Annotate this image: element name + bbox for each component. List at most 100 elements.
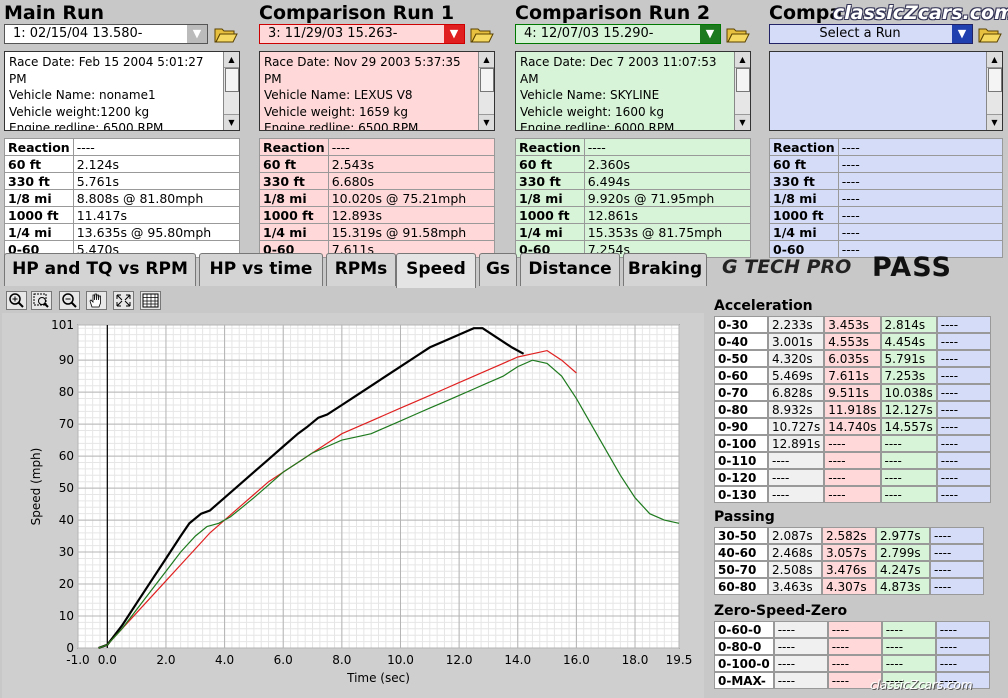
row-label: 0-100 xyxy=(714,435,768,452)
cell-value: 10.727s xyxy=(768,418,825,435)
cell-value: ---- xyxy=(936,452,991,469)
scroll-down-icon[interactable]: ▼ xyxy=(987,114,1002,130)
comparison-run-2-stats-table: Reaction ---- 60 ft 2.360s 330 ft 6.494s 1/8 m… xyxy=(515,138,752,258)
hand-pan-icon[interactable] xyxy=(86,291,107,310)
cell-value: ---- xyxy=(936,333,991,350)
stats-label: Reaction xyxy=(769,138,839,156)
table-row: 0-50 4.320s 6.035s 5.791s ---- xyxy=(714,350,991,367)
folder-open-icon[interactable] xyxy=(978,26,1002,43)
stats-row: Reaction ---- xyxy=(515,138,752,156)
comparison-run-1-selector[interactable]: 3: 11/29/03 15.263- ▼ xyxy=(259,24,465,44)
cell-value: ---- xyxy=(936,401,991,418)
scroll-down-icon[interactable]: ▼ xyxy=(735,114,750,130)
cell-value: ---- xyxy=(768,486,825,503)
scrollbar[interactable]: ▲ ▼ xyxy=(986,52,1002,130)
table-row: 0-60-0 ---- ---- ---- ---- xyxy=(714,621,990,638)
chevron-down-icon[interactable]: ▼ xyxy=(700,25,720,43)
cell-value: ---- xyxy=(930,544,984,561)
scrollbar[interactable]: ▲ ▼ xyxy=(478,52,494,130)
cell-value: 7.253s xyxy=(880,367,937,384)
main-run-heading: Main Run xyxy=(4,2,105,24)
stats-label: 330 ft xyxy=(4,172,74,190)
stats-label: 1/4 mi xyxy=(769,223,839,241)
scroll-thumb[interactable] xyxy=(736,68,750,92)
grid-icon[interactable] xyxy=(140,291,161,310)
cell-value: ---- xyxy=(824,452,881,469)
tab-braking[interactable]: Braking xyxy=(623,253,707,286)
tab-hp-tq-vs-rpm[interactable]: HP and TQ vs RPM xyxy=(4,253,196,286)
x-tick-label: 18.0 xyxy=(622,653,649,667)
scrollbar[interactable]: ▲ ▼ xyxy=(734,52,750,130)
stats-value: 11.417s xyxy=(72,206,241,224)
cell-value: ---- xyxy=(935,621,990,638)
tab-distance[interactable]: Distance xyxy=(520,253,620,286)
stats-label: 1/8 mi xyxy=(769,189,839,207)
stats-label: Reaction xyxy=(515,138,585,156)
cell-value: ---- xyxy=(936,367,991,384)
cell-value: ---- xyxy=(827,621,882,638)
scroll-up-icon[interactable]: ▲ xyxy=(735,52,750,68)
stats-row: 0-60 ---- xyxy=(769,240,1004,258)
scroll-up-icon[interactable]: ▲ xyxy=(987,52,1002,68)
cell-value: ---- xyxy=(824,435,881,452)
scroll-down-icon[interactable]: ▼ xyxy=(479,114,494,130)
cell-value: 3.057s xyxy=(822,544,876,561)
tab-rpms[interactable]: RPMs xyxy=(326,253,396,286)
cell-value: ---- xyxy=(930,561,984,578)
folder-open-icon[interactable] xyxy=(470,26,494,43)
zoom-in-icon[interactable] xyxy=(6,291,27,310)
cell-value: ---- xyxy=(880,435,937,452)
comparison-run-2-selector[interactable]: 4: 12/07/03 15.290- ▼ xyxy=(515,24,721,44)
cell-value: ---- xyxy=(768,452,825,469)
scroll-thumb[interactable] xyxy=(988,68,1002,92)
main-run-info: Race Date: Feb 15 2004 5:01:27 PM Vehicl… xyxy=(4,51,240,131)
row-label: 0-110 xyxy=(714,452,768,469)
info-line: Engine redline: 6000 RPM xyxy=(520,121,675,131)
table-row: 0-30 2.233s 3.453s 2.814s ---- xyxy=(714,316,991,333)
scroll-up-icon[interactable]: ▲ xyxy=(224,52,239,68)
cell-value: 11.918s xyxy=(824,401,881,418)
cell-value: 4.454s xyxy=(880,333,937,350)
comparison-run-3-selector[interactable]: Select a Run ▼ xyxy=(769,24,973,44)
folder-open-icon[interactable] xyxy=(214,26,238,43)
chevron-down-icon[interactable]: ▼ xyxy=(187,25,207,43)
x-tick-label: 14.0 xyxy=(504,653,531,667)
cell-value: ---- xyxy=(936,418,991,435)
info-line: Vehicle Name: noname1 xyxy=(9,88,156,102)
fit-icon[interactable] xyxy=(113,291,134,310)
cell-value: ---- xyxy=(827,638,882,655)
scroll-up-icon[interactable]: ▲ xyxy=(479,52,494,68)
stats-row: 1/8 mi 10.020s @ 75.21mph xyxy=(259,189,496,207)
tab-speed[interactable]: Speed xyxy=(396,253,476,288)
scroll-down-icon[interactable]: ▼ xyxy=(224,114,239,130)
stats-row: 1/8 mi 9.920s @ 71.95mph xyxy=(515,189,752,207)
table-row: 30-50 2.087s 2.582s 2.977s ---- xyxy=(714,527,984,544)
cell-value: 2.582s xyxy=(822,527,876,544)
speed-chart[interactable]: -1.0 0.0 2.0 4.0 6.0 8.0 10.0 12.0 14.0 16.0 18.0 1… xyxy=(2,313,704,698)
tab-hp-vs-time[interactable]: HP vs time xyxy=(199,253,323,286)
y-tick-label: 50 xyxy=(59,481,74,495)
cell-value: 9.511s xyxy=(824,384,881,401)
x-tick-label: 0.0 xyxy=(98,653,117,667)
folder-open-icon[interactable] xyxy=(726,26,750,43)
table-row: 0-70 6.828s 9.511s 10.038s ---- xyxy=(714,384,991,401)
cell-value: ---- xyxy=(881,638,936,655)
stats-label: 0-60 xyxy=(769,240,839,258)
stats-label: 1000 ft xyxy=(769,206,839,224)
cell-value: ---- xyxy=(827,655,882,672)
zoom-out-icon[interactable] xyxy=(59,291,80,310)
chevron-down-icon[interactable]: ▼ xyxy=(952,25,972,43)
scroll-thumb[interactable] xyxy=(225,68,239,92)
zoom-box-icon[interactable] xyxy=(31,291,52,310)
row-label: 0-MAX- xyxy=(714,672,774,689)
chevron-down-icon[interactable]: ▼ xyxy=(444,25,464,43)
stats-row: 60 ft 2.543s xyxy=(259,155,496,173)
scroll-thumb[interactable] xyxy=(480,68,494,92)
cell-value: 14.557s xyxy=(880,418,937,435)
cell-value: ---- xyxy=(936,486,991,503)
watermark-bottom: classicZcars.com xyxy=(870,678,973,692)
main-run-selector[interactable]: 1: 02/15/04 13.580- ▼ xyxy=(4,24,208,44)
cell-value: 7.611s xyxy=(824,367,881,384)
tab-gs[interactable]: Gs xyxy=(479,253,517,286)
scrollbar[interactable]: ▲ ▼ xyxy=(223,52,239,130)
